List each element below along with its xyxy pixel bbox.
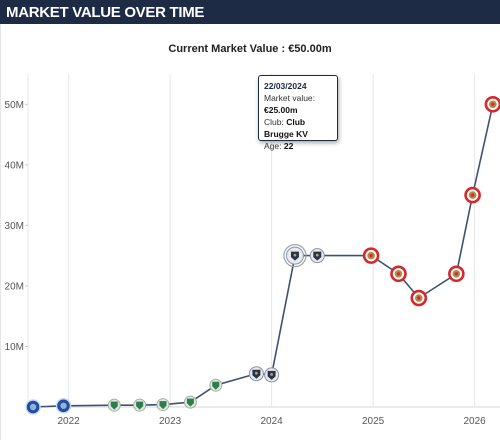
data-point[interactable] bbox=[448, 265, 465, 283]
data-point[interactable] bbox=[362, 247, 380, 264]
data-point[interactable] bbox=[25, 399, 41, 415]
tooltip-age-label: Age: bbox=[264, 141, 284, 151]
tooltip-club: Club Brugge KV bbox=[264, 117, 308, 139]
tooltip-age: 22 bbox=[283, 141, 294, 151]
data-points bbox=[25, 95, 500, 415]
x-tick-label: 2023 bbox=[159, 416, 182, 427]
tooltip-club-label: Club: bbox=[264, 117, 287, 127]
data-point[interactable] bbox=[390, 265, 407, 283]
data-point[interactable] bbox=[133, 398, 147, 412]
data-point[interactable] bbox=[410, 289, 428, 307]
data-point[interactable] bbox=[107, 398, 121, 412]
data-point[interactable] bbox=[55, 398, 72, 414]
data-point[interactable] bbox=[183, 395, 197, 409]
data-point[interactable] bbox=[156, 398, 170, 412]
y-tick-label: 30M bbox=[5, 221, 24, 232]
series-line bbox=[33, 104, 494, 408]
data-point[interactable] bbox=[264, 367, 280, 383]
axis-ticks: 2022 2023 2024 2025 2026 10M 20M 30M 40M 50M bbox=[5, 100, 487, 427]
x-tick-label: 2022 bbox=[57, 416, 80, 427]
tooltip-market-value-label: Market value: bbox=[264, 93, 316, 103]
tooltip-market-value-row: Market value: €25.00m bbox=[264, 92, 332, 116]
data-point[interactable] bbox=[484, 95, 500, 113]
tooltip-club-row: Club: Club Brugge KV bbox=[264, 116, 332, 140]
tooltip-date: 22/03/2024 bbox=[264, 81, 307, 91]
data-point[interactable] bbox=[209, 378, 223, 392]
data-point[interactable] bbox=[464, 186, 481, 204]
data-point[interactable] bbox=[309, 248, 325, 264]
point-tooltip: 22/03/2024 Market value: €25.00m Club: C… bbox=[258, 75, 338, 151]
y-tick-label: 40M bbox=[5, 160, 24, 171]
tooltip-age-row: Age: 22 bbox=[264, 140, 332, 152]
x-tick-label: 2024 bbox=[260, 416, 283, 427]
x-tick-label: 2025 bbox=[362, 416, 385, 427]
chart-subtitle: Current Market Value : €50.00m bbox=[168, 43, 332, 55]
y-tick-label: 50M bbox=[5, 100, 24, 111]
x-tick-label: 2026 bbox=[463, 416, 486, 427]
data-point[interactable] bbox=[283, 244, 307, 268]
y-tick-label: 20M bbox=[5, 281, 24, 292]
header-bar: MARKET VALUE OVER TIME bbox=[0, 0, 500, 24]
tooltip-market-value: €25.00m bbox=[264, 105, 298, 115]
data-point[interactable] bbox=[248, 366, 264, 382]
page-title: MARKET VALUE OVER TIME bbox=[6, 3, 205, 21]
y-tick-label: 10M bbox=[5, 342, 24, 353]
